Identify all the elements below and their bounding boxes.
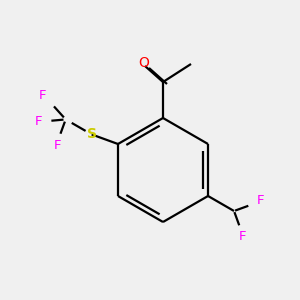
- Text: F: F: [256, 194, 264, 206]
- Text: F: F: [35, 115, 42, 128]
- Text: F: F: [39, 89, 46, 102]
- Text: O: O: [139, 56, 149, 70]
- Text: F: F: [54, 139, 62, 152]
- Text: F: F: [238, 230, 246, 244]
- Text: S: S: [87, 128, 97, 141]
